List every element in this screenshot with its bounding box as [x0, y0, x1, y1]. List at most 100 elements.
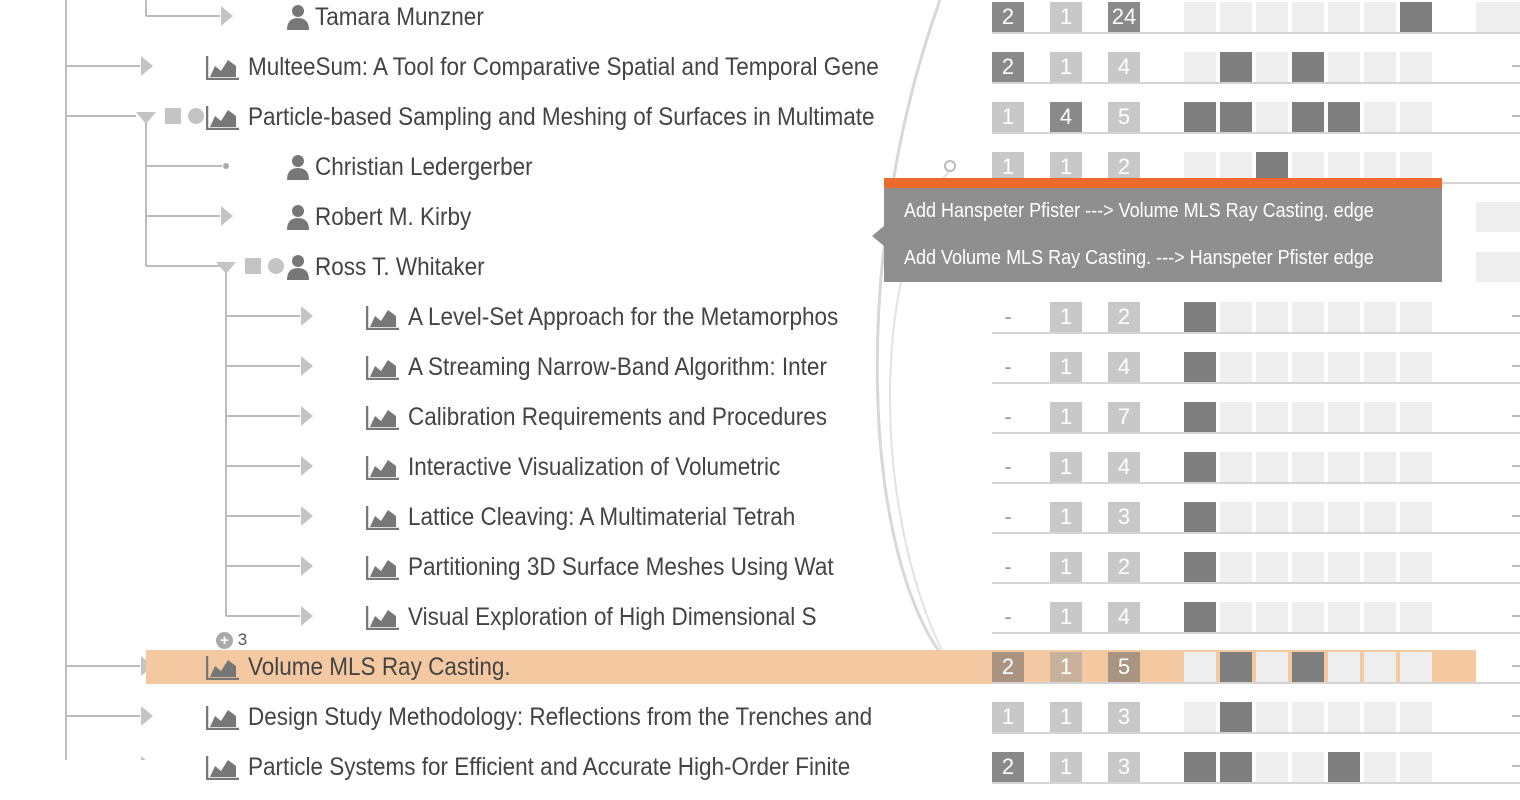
row-baseline — [992, 732, 1520, 734]
paper-row[interactable]: Interactive Visualization of Volumetric -… — [0, 450, 1520, 500]
collapse-arrow-icon[interactable] — [136, 112, 156, 124]
edge-endpoint-handle[interactable] — [944, 160, 956, 172]
activity-cell — [1400, 402, 1432, 432]
square-marker-icon[interactable] — [245, 258, 261, 274]
expand-arrow-icon[interactable] — [301, 456, 313, 476]
expand-arrow-icon[interactable] — [301, 506, 313, 526]
author-row[interactable]: Robert M. Kirby — [0, 200, 1520, 250]
activity-cell — [1220, 602, 1252, 632]
paper-row[interactable]: Visual Exploration of High Dimensional S… — [0, 600, 1520, 650]
expand-arrow-icon[interactable] — [301, 406, 313, 426]
add-edge-forward-option[interactable]: Add Hanspeter Pfister ---> Volume MLS Ra… — [884, 188, 1442, 235]
paper-title[interactable]: MulteeSum: A Tool for Comparative Spatia… — [248, 53, 879, 81]
activity-cell — [1400, 752, 1432, 782]
author-row[interactable]: Christian Ledergerber 1 1 2 — [0, 150, 1520, 200]
count-col-2: 1 — [1050, 2, 1082, 32]
activity-cell — [1400, 152, 1432, 182]
count-col-1: - — [1004, 404, 1012, 429]
author-name[interactable]: Ross T. Whitaker — [315, 253, 485, 281]
expand-arrow-icon[interactable] — [301, 606, 313, 626]
paper-row[interactable]: A Level-Set Approach for the Metamorphos… — [0, 300, 1520, 350]
paper-title[interactable]: Design Study Methodology: Reflections fr… — [248, 703, 873, 731]
paper-row[interactable]: Design Study Methodology: Reflections fr… — [0, 700, 1520, 750]
paper-row[interactable]: A Streaming Narrow-Band Algorithm: Inter… — [0, 350, 1520, 400]
paper-row[interactable]: Calibration Requirements and Procedures -… — [0, 400, 1520, 450]
activity-cell — [1400, 702, 1432, 732]
activity-cell — [1256, 352, 1288, 382]
activity-cell — [1292, 402, 1324, 432]
count-col-2: 1 — [1050, 702, 1082, 732]
paper-row[interactable]: Particle-based Sampling and Meshing of S… — [0, 100, 1520, 150]
paper-row[interactable]: Volume MLS Ray Casting. 2 1 5 — [0, 650, 1520, 700]
right-dash — [1512, 765, 1520, 767]
row-baseline — [992, 532, 1520, 534]
more-children-badge[interactable]: + 3 — [216, 630, 247, 650]
add-edge-reverse-option[interactable]: Add Volume MLS Ray Casting. ---> Hanspet… — [884, 235, 1442, 282]
paper-title[interactable]: Calibration Requirements and Procedures — [408, 403, 827, 431]
author-name[interactable]: Tamara Munzner — [315, 3, 484, 31]
row-baseline — [992, 332, 1520, 334]
paper-row[interactable]: Lattice Cleaving: A Multimaterial Tetrah… — [0, 500, 1520, 550]
expand-arrow-icon[interactable] — [141, 756, 153, 760]
author-name[interactable]: Robert M. Kirby — [315, 203, 472, 231]
right-dash — [1512, 415, 1520, 417]
paper-title[interactable]: A Level-Set Approach for the Metamorphos — [408, 303, 839, 331]
expand-arrow-icon[interactable] — [301, 356, 313, 376]
count-col-2: 1 — [1050, 302, 1082, 332]
right-dash — [1512, 115, 1520, 117]
activity-cell — [1220, 552, 1252, 582]
activity-cell — [1328, 602, 1360, 632]
expand-arrow-icon[interactable] — [141, 706, 153, 726]
activity-cell — [1292, 552, 1324, 582]
square-marker-icon[interactable] — [165, 108, 181, 124]
paper-title[interactable]: Partitioning 3D Surface Meshes Using Wat — [408, 553, 834, 581]
count-col-2: 1 — [1050, 752, 1082, 782]
paper-title[interactable]: Visual Exploration of High Dimensional S — [408, 603, 817, 631]
circle-marker-icon[interactable] — [268, 258, 284, 274]
activity-cell — [1328, 152, 1360, 182]
activity-cell — [1292, 702, 1324, 732]
activity-cell — [1184, 502, 1216, 532]
right-dash — [1512, 665, 1520, 667]
paper-title[interactable]: Lattice Cleaving: A Multimaterial Tetrah — [408, 503, 796, 531]
expand-arrow-icon[interactable] — [301, 556, 313, 576]
expand-arrow-icon[interactable] — [301, 306, 313, 326]
count-col-1: 1 — [992, 102, 1024, 132]
author-row[interactable]: Tamara Munzner 2 1 24 — [0, 0, 1520, 50]
activity-cell — [1184, 552, 1216, 582]
paper-title[interactable]: Particle Systems for Efficient and Accur… — [248, 753, 851, 781]
collapse-arrow-icon[interactable] — [216, 262, 236, 274]
expand-arrow-icon[interactable] — [221, 206, 233, 226]
expand-arrow-icon[interactable] — [221, 6, 233, 26]
activity-cell — [1364, 702, 1396, 732]
paper-title[interactable]: Particle-based Sampling and Meshing of S… — [248, 103, 875, 131]
author-name[interactable]: Christian Ledergerber — [315, 153, 533, 181]
row-baseline — [992, 682, 1520, 684]
activity-cell — [1184, 602, 1216, 632]
paper-title[interactable]: Volume MLS Ray Casting. — [248, 653, 511, 681]
circle-marker-icon[interactable] — [188, 108, 204, 124]
count-col-2: 1 — [1050, 502, 1082, 532]
expand-arrow-icon[interactable] — [141, 56, 153, 76]
paper-row[interactable]: MulteeSum: A Tool for Comparative Spatia… — [0, 50, 1520, 100]
row-baseline — [992, 432, 1520, 434]
right-dash — [1512, 365, 1520, 367]
paper-row[interactable]: Particle Systems for Efficient and Accur… — [0, 750, 1520, 800]
paper-row[interactable]: Partitioning 3D Surface Meshes Using Wat… — [0, 550, 1520, 600]
plus-icon[interactable]: + — [216, 632, 233, 650]
author-row[interactable]: Ross T. Whitaker — [0, 250, 1520, 300]
paper-title[interactable]: Interactive Visualization of Volumetric — [408, 453, 781, 481]
activity-cell — [1364, 602, 1396, 632]
paper-title[interactable]: A Streaming Narrow-Band Algorithm: Inter — [408, 353, 827, 381]
activity-cell — [1364, 302, 1396, 332]
activity-cell — [1256, 302, 1288, 332]
count-col-3: 24 — [1108, 2, 1140, 32]
count-col-2: 1 — [1050, 352, 1082, 382]
activity-cell — [1292, 52, 1324, 82]
activity-cell — [1220, 652, 1252, 682]
activity-cell — [1328, 352, 1360, 382]
activity-cell — [1256, 402, 1288, 432]
right-dash — [1512, 515, 1520, 517]
activity-cell — [1328, 702, 1360, 732]
